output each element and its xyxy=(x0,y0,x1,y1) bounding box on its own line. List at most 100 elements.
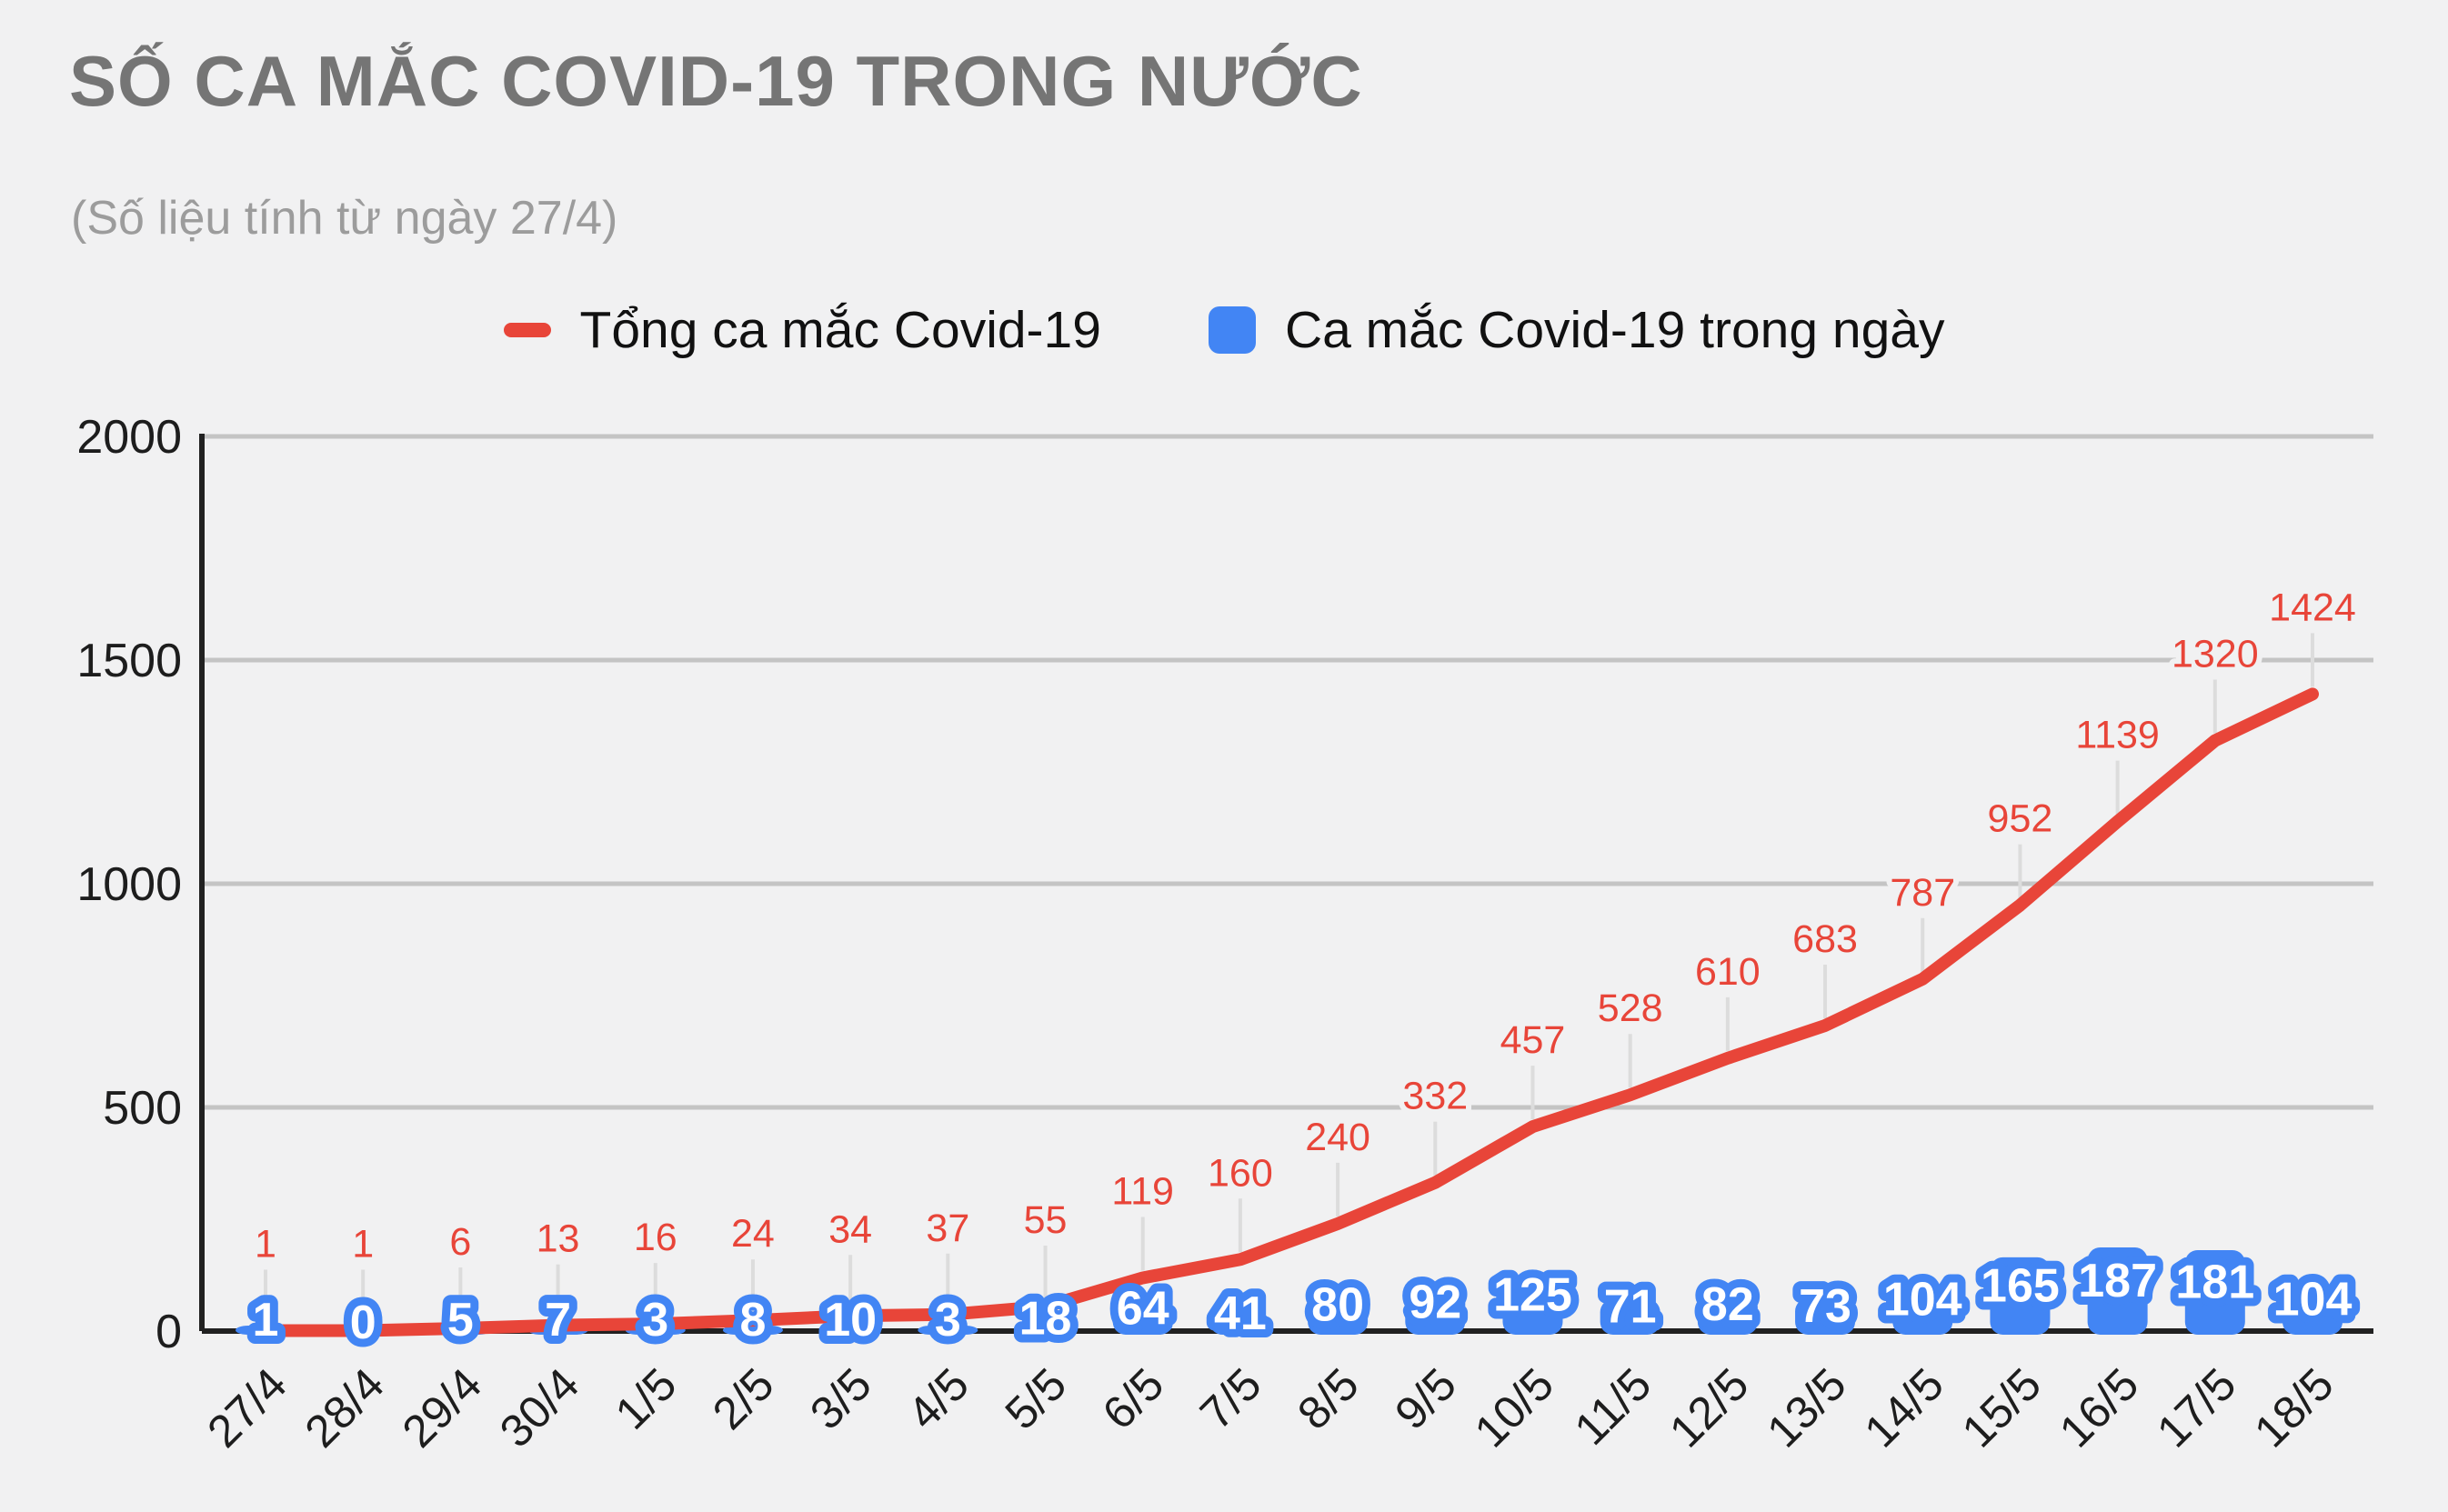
total-cases-value-label: 16 xyxy=(634,1216,677,1259)
daily-cases-value-label: 80 xyxy=(1311,1278,1364,1331)
daily-cases-value-label: 125 xyxy=(1493,1268,1572,1321)
total-cases-value-label: 37 xyxy=(926,1207,969,1250)
daily-cases-value-label: 165 xyxy=(1981,1259,2060,1312)
x-axis-tick-label: 9/5 xyxy=(1385,1358,1466,1439)
total-cases-line xyxy=(259,687,2319,1337)
y-axis-tick-label: 0 xyxy=(156,1306,182,1358)
daily-cases-bar xyxy=(722,1326,783,1335)
y-axis-tick-label: 500 xyxy=(103,1082,182,1135)
x-axis-tick-label: 3/5 xyxy=(800,1358,881,1439)
total-cases-value-label: 160 xyxy=(1208,1151,1273,1195)
daily-cases-value-label: 10 xyxy=(824,1294,877,1347)
x-axis-tick-label: 14/5 xyxy=(1855,1358,1953,1457)
daily-cases-value-label: 64 xyxy=(1117,1282,1169,1335)
daily-cases-value-label: 82 xyxy=(1701,1278,1754,1331)
total-cases-line-swatch-icon xyxy=(503,323,551,337)
daily-cases-value-label: 181 xyxy=(2175,1256,2254,1308)
total-cases-value-label: 34 xyxy=(828,1207,872,1251)
daily-cases-value-label: 73 xyxy=(1799,1280,1851,1333)
total-cases-value-label: 1 xyxy=(255,1223,276,1267)
daily-cases-value-label: 3 xyxy=(935,1294,961,1347)
total-cases-value-label: 528 xyxy=(1598,986,1663,1030)
x-axis-tick-label: 27/4 xyxy=(197,1358,296,1457)
total-cases-value-label: 787 xyxy=(1890,871,1955,915)
daily-cases-value-label: 104 xyxy=(2273,1273,2353,1326)
daily-cases-value-label: 187 xyxy=(2078,1255,2157,1307)
x-axis-tick-label: 15/5 xyxy=(1952,1358,2051,1457)
x-axis-tick-label: 2/5 xyxy=(703,1358,784,1439)
daily-cases-value-label: 3 xyxy=(642,1294,668,1347)
daily-cases-bar-swatch-icon xyxy=(1208,306,1256,354)
daily-cases-value-label: 1 xyxy=(253,1294,279,1347)
daily-cases-bar xyxy=(1892,1284,1953,1335)
x-axis-tick-label: 8/5 xyxy=(1288,1358,1369,1439)
daily-cases-bar xyxy=(1308,1295,1369,1335)
daily-cases-bar xyxy=(2282,1284,2343,1335)
total-cases-value-label: 457 xyxy=(1500,1018,1566,1062)
daily-cases-value-label: 0 xyxy=(350,1297,376,1349)
daily-cases-value-label: 92 xyxy=(1409,1276,1461,1328)
legend-item-daily-cases: Ca mắc Covid-19 trong ngày xyxy=(1208,300,1945,360)
x-axis-tick-label: 6/5 xyxy=(1093,1358,1174,1439)
x-axis-tick-label: 17/5 xyxy=(2147,1358,2245,1457)
total-cases-value-label: 610 xyxy=(1695,950,1761,994)
total-cases-value-label: 1424 xyxy=(2269,586,2356,629)
x-axis-tick-label: 12/5 xyxy=(1660,1358,1758,1457)
daily-cases-bar xyxy=(1405,1289,1466,1335)
daily-cases-bar xyxy=(2087,1247,2148,1335)
total-cases-value-label: 119 xyxy=(1111,1169,1174,1213)
y-axis-tick-label: 1000 xyxy=(76,858,182,911)
daily-cases-bar xyxy=(1795,1298,1856,1335)
x-axis-tick-label: 16/5 xyxy=(2050,1358,2148,1457)
x-axis-tick-label: 30/4 xyxy=(490,1358,588,1457)
legend-label-total-cases: Tổng ca mắc Covid-19 xyxy=(579,301,1101,359)
daily-cases-bar xyxy=(1209,1312,1270,1335)
x-axis-tick-label: 4/5 xyxy=(898,1358,978,1439)
legend-item-total-cases: Tổng ca mắc Covid-19 xyxy=(503,300,1101,360)
daily-cases-value-label: 41 xyxy=(1214,1287,1267,1340)
total-cases-value-label: 24 xyxy=(731,1212,775,1256)
x-axis-tick-label: 28/4 xyxy=(296,1358,394,1457)
y-axis-tick-label: 1500 xyxy=(76,635,182,687)
daily-cases-bar xyxy=(2184,1249,2245,1335)
daily-cases-value-label: 5 xyxy=(447,1294,474,1347)
total-cases-value-label: 683 xyxy=(1792,917,1858,961)
daily-cases-bar xyxy=(1502,1275,1563,1335)
page-subtitle: (Số liệu tính từ ngày 27/4) xyxy=(71,192,618,245)
x-axis-tick-label: 7/5 xyxy=(1190,1358,1271,1439)
daily-cases-value-label: 8 xyxy=(739,1294,766,1347)
total-cases-value-label: 1 xyxy=(352,1223,374,1267)
x-axis-tick-label: 29/4 xyxy=(393,1358,491,1457)
total-cases-value-label: 240 xyxy=(1305,1116,1370,1159)
daily-cases-value-label: 71 xyxy=(1604,1281,1657,1334)
daily-cases-bar xyxy=(918,1326,978,1335)
total-cases-value-label: 55 xyxy=(1024,1198,1068,1242)
total-cases-value-label: 332 xyxy=(1402,1075,1468,1118)
total-cases-value-label: 6 xyxy=(449,1220,471,1264)
daily-cases-bar xyxy=(1697,1294,1758,1335)
daily-cases-value-label: 7 xyxy=(545,1294,571,1347)
x-axis-tick-label: 11/5 xyxy=(1565,1358,1661,1455)
daily-cases-bar xyxy=(1990,1257,2051,1335)
daily-cases-bar xyxy=(1600,1299,1660,1335)
page-title: SỐ CA MẮC COVID-19 TRONG NƯỚC xyxy=(69,41,1363,121)
daily-cases-bar xyxy=(820,1326,881,1335)
x-axis-tick-label: 1/5 xyxy=(606,1358,687,1439)
x-axis-tick-label: 13/5 xyxy=(1757,1358,1855,1457)
daily-cases-value-label: 104 xyxy=(1883,1273,1962,1326)
total-cases-value-label: 1320 xyxy=(2172,633,2259,676)
daily-cases-bar xyxy=(1015,1323,1076,1335)
legend-label-daily-cases: Ca mắc Covid-19 trong ngày xyxy=(1284,301,1945,359)
total-cases-value-label: 13 xyxy=(537,1217,580,1261)
total-cases-value-label: 1139 xyxy=(2075,714,2159,757)
daily-cases-value-label: 18 xyxy=(1019,1293,1072,1346)
y-axis-tick-label: 2000 xyxy=(76,411,182,464)
x-axis-tick-label: 10/5 xyxy=(1465,1358,1563,1457)
x-axis-tick-label: 18/5 xyxy=(2244,1358,2343,1457)
x-axis-tick-label: 5/5 xyxy=(996,1358,1077,1439)
total-cases-value-label: 952 xyxy=(1988,797,2053,841)
chart-legend: Tổng ca mắc Covid-19 Ca mắc Covid-19 tro… xyxy=(0,300,2448,360)
daily-cases-bar xyxy=(1112,1302,1173,1335)
